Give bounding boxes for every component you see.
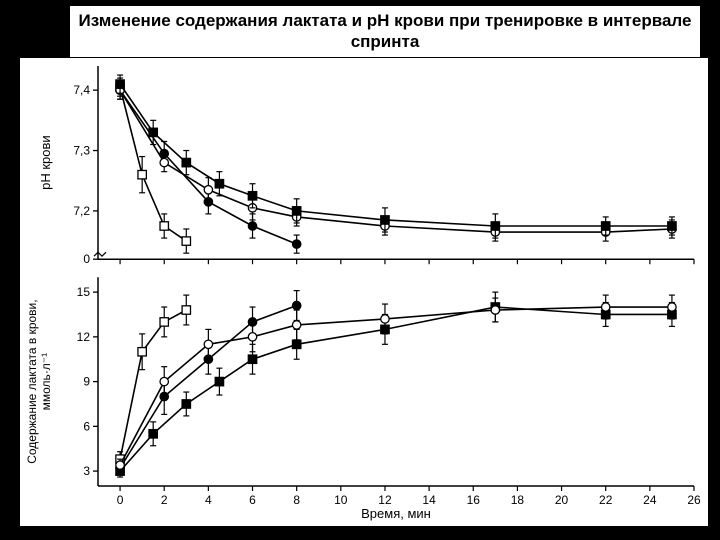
svg-text:12: 12 bbox=[77, 330, 91, 344]
svg-text:Содержание лактата в крови,: Содержание лактата в крови, bbox=[25, 299, 39, 463]
chart-svg: 07,27,37,4рН крови3691215024681012141618… bbox=[20, 58, 708, 526]
svg-text:18: 18 bbox=[511, 493, 525, 507]
slide-title: Изменение содержания лактата и рН крови … bbox=[70, 6, 700, 57]
svg-text:Время, мин: Время, мин bbox=[361, 506, 431, 521]
svg-text:7,3: 7,3 bbox=[73, 144, 90, 158]
svg-text:9: 9 bbox=[83, 375, 90, 389]
svg-text:0: 0 bbox=[117, 493, 124, 507]
svg-text:3: 3 bbox=[83, 464, 90, 478]
svg-text:22: 22 bbox=[599, 493, 613, 507]
svg-text:10: 10 bbox=[334, 493, 348, 507]
svg-text:14: 14 bbox=[422, 493, 436, 507]
svg-text:рН крови: рН крови bbox=[38, 135, 53, 190]
svg-text:6: 6 bbox=[249, 493, 256, 507]
svg-text:6: 6 bbox=[83, 419, 90, 433]
svg-text:8: 8 bbox=[293, 493, 300, 507]
svg-text:24: 24 bbox=[643, 493, 657, 507]
svg-text:4: 4 bbox=[205, 493, 212, 507]
svg-text:12: 12 bbox=[378, 493, 392, 507]
svg-text:0: 0 bbox=[83, 252, 90, 266]
svg-text:26: 26 bbox=[687, 493, 701, 507]
svg-text:20: 20 bbox=[555, 493, 569, 507]
svg-text:7,4: 7,4 bbox=[73, 83, 90, 97]
svg-text:ммоль·л⁻¹: ммоль·л⁻¹ bbox=[39, 353, 53, 411]
svg-text:16: 16 bbox=[467, 493, 481, 507]
svg-text:7,2: 7,2 bbox=[73, 204, 90, 218]
chart-area: 07,27,37,4рН крови3691215024681012141618… bbox=[20, 58, 708, 526]
svg-text:15: 15 bbox=[77, 285, 91, 299]
svg-text:2: 2 bbox=[161, 493, 168, 507]
